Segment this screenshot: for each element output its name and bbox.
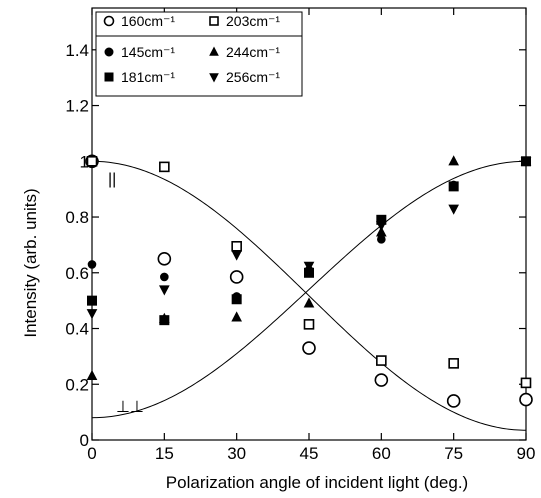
data-point-triangle-up-filled: [303, 297, 315, 308]
x-tick-label: 45: [300, 444, 319, 463]
legend-marker-circle-filled: [104, 47, 114, 57]
data-point-square-filled: [231, 294, 242, 305]
data-point-triangle-down-filled: [231, 250, 242, 261]
y-tick-label: 1.4: [65, 41, 89, 60]
y-tick-label: 0.6: [65, 264, 89, 283]
data-point-triangle-down-filled: [448, 204, 459, 215]
data-points: [85, 154, 533, 408]
data-point-triangle-down-filled: [86, 309, 98, 320]
data-point-circle-open: [374, 373, 389, 387]
data-point-circle-filled: [160, 272, 169, 282]
fit-curve-parallel: [91, 160, 527, 431]
y-tick-label: 1.2: [65, 97, 89, 116]
legend: 160cm⁻¹ 203cm⁻¹ 145cm⁻¹ 244cm⁻¹ 181cm⁻¹ 256cm…: [95, 11, 303, 97]
data-point-circle-open: [519, 392, 533, 407]
legend-label: 181cm⁻¹: [121, 69, 175, 85]
data-point-circle-filled: [377, 235, 386, 244]
data-point-square-open: [231, 240, 242, 252]
data-point-circle-open: [229, 270, 244, 284]
legend-label: 203cm⁻¹: [226, 13, 280, 29]
legend-label: 256cm⁻¹: [226, 69, 280, 85]
y-tick-label: 0.4: [65, 320, 89, 339]
legend-label: 145cm⁻¹: [121, 44, 175, 60]
legend-label: 160cm⁻¹: [121, 13, 175, 29]
data-point-circle-open: [446, 394, 461, 408]
y-axis-label: Intensity (arb. units): [21, 188, 40, 337]
data-point-square-open: [448, 358, 459, 369]
data-point-triangle-up-filled: [448, 155, 459, 166]
legend-box: [95, 11, 303, 97]
legend-label: 244cm⁻¹: [226, 44, 280, 60]
perpendicular-annotation: ⊥⊥: [116, 399, 144, 416]
data-point-triangle-down-filled: [159, 285, 170, 296]
data-point-triangle-up-filled: [86, 369, 98, 380]
data-point-triangle-down-filled: [520, 157, 532, 168]
axes: 0 15 30 45 60 75 90 0 0.2 0.4 0.6 0.8 1 1.2 1.4: [65, 7, 536, 463]
data-point-square-open: [86, 155, 98, 167]
x-axis-label: Polarization angle of incident light (de…: [166, 473, 468, 492]
data-point-circle-open: [302, 341, 316, 355]
data-point-square-filled: [448, 181, 459, 192]
y-tick-label: 0.8: [65, 208, 89, 227]
x-tick-label: 0: [87, 444, 96, 463]
fit-curves: [91, 160, 527, 431]
x-tick-label: 75: [444, 444, 463, 463]
data-point-square-filled: [159, 315, 170, 326]
y-tick-label: 0.2: [65, 375, 89, 394]
parallel-annotation: ||: [108, 171, 116, 188]
legend-marker-triangle-up-filled: [209, 46, 219, 56]
data-point-triangle-down-filled: [303, 261, 315, 272]
annotations: || ⊥⊥: [108, 171, 144, 416]
legend-marker-square-filled: [104, 72, 114, 82]
data-point-circle-filled: [87, 260, 97, 269]
data-point-triangle-down-filled: [376, 221, 387, 232]
legend-marker-circle-open: [103, 15, 115, 27]
x-tick-label: 90: [517, 444, 536, 463]
data-point-triangle-up-filled: [231, 311, 242, 322]
data-point-square-open: [159, 161, 170, 173]
data-point-square-filled: [87, 295, 97, 306]
fit-curve-perpendicular: [91, 160, 527, 419]
x-tick-label: 60: [372, 444, 391, 463]
legend-marker-triangle-down-filled: [209, 73, 219, 83]
data-point-square-open: [520, 377, 532, 389]
data-point-circle-open: [157, 252, 172, 266]
x-tick-label: 15: [155, 444, 174, 463]
data-point-square-open: [303, 319, 315, 330]
data-point-triangle-up-filled: [376, 226, 387, 237]
y-tick-label: 1: [80, 152, 89, 171]
y-tick-label: 0: [80, 431, 89, 450]
data-point-square-open: [376, 355, 387, 366]
legend-marker-square-open: [209, 16, 219, 26]
x-tick-label: 30: [227, 444, 246, 463]
